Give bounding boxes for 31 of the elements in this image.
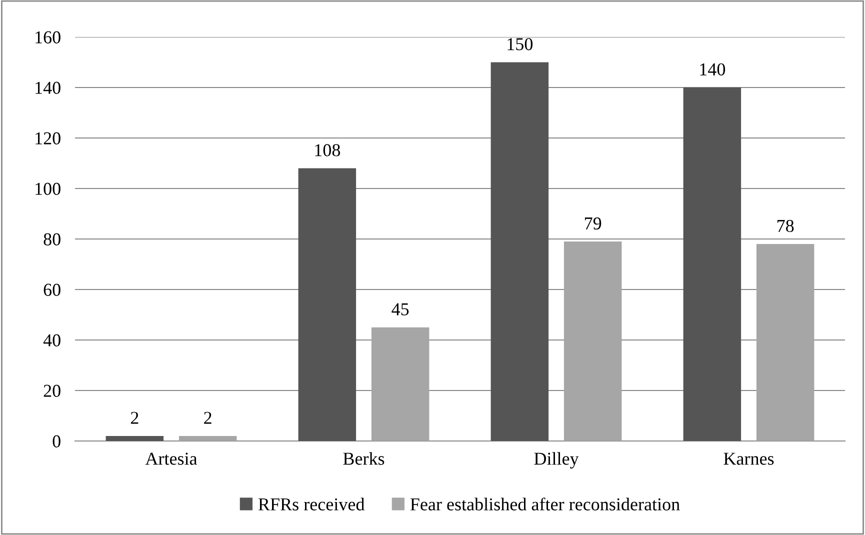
bar [756,244,814,441]
y-tick-label: 20 [44,384,60,397]
y-tick-label: 60 [44,284,60,296]
bar [564,242,622,441]
bar [371,327,430,441]
data-label: 2 [130,412,138,424]
data-label: 2 [204,412,212,424]
data-label: 45 [392,303,409,316]
x-tick-label: Berks [343,452,384,465]
x-tick-label: Artesia [145,452,198,465]
y-tick-label: 0 [52,435,60,448]
x-tick-label: Dilley [534,452,579,469]
y-tick-label: 80 [44,233,60,246]
bar [106,436,164,441]
data-label: 108 [315,144,340,156]
data-label: 78 [777,220,794,232]
bar [298,168,356,441]
y-tick-label: 40 [43,334,60,346]
y-tick-label: 120 [36,132,60,144]
bar [683,88,742,441]
y-tick-label: 140 [36,82,60,94]
data-label: 79 [584,217,602,230]
y-tick-label: 100 [36,182,60,195]
data-label: 140 [700,63,726,76]
bar [178,436,237,441]
y-tick-label: 160 [36,31,60,44]
legend-label: RFRs received [258,498,365,510]
legend-label: Fear established after reconsideration [410,498,680,510]
data-label: 150 [508,38,533,50]
x-tick-label: Karnes [724,452,774,465]
bar [490,62,549,441]
